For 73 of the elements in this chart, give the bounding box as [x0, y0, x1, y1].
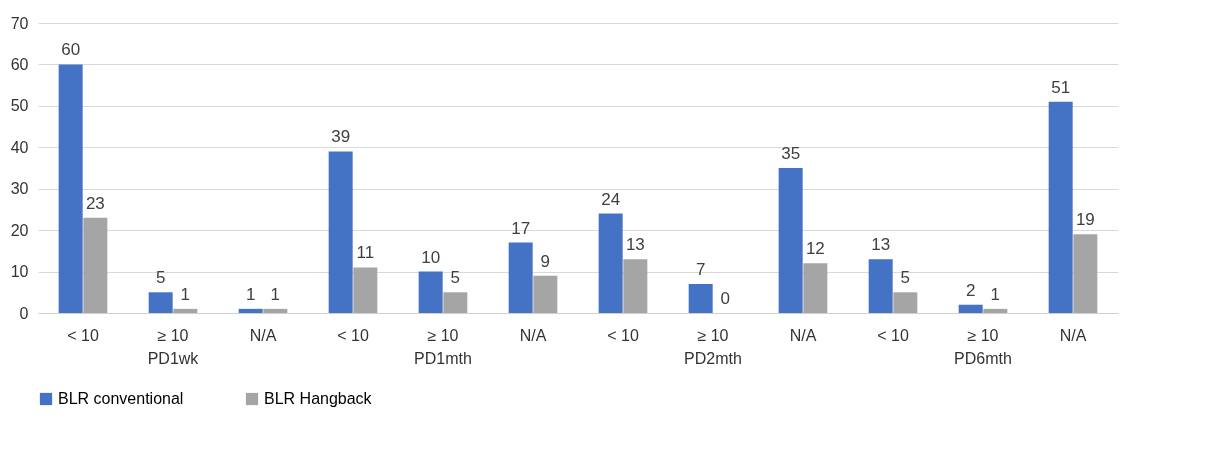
x-tick-label: N/A — [249, 326, 277, 344]
x-tick-label: ≥ 10 — [967, 326, 999, 344]
bar — [1048, 101, 1073, 313]
x-tick-label: ≥ 10 — [697, 326, 729, 344]
text: PD6mth — [954, 350, 1012, 367]
x-tick-label: < 10 — [877, 326, 909, 344]
bar — [508, 242, 533, 313]
x-tick-label: ≥ 10 — [427, 326, 459, 344]
legend-label: BLR Hangback — [264, 390, 373, 407]
x-tick-label: < 10 — [607, 326, 639, 344]
data-label: 5 — [155, 268, 166, 288]
data-label: 11 — [356, 243, 375, 263]
data-label: 5 — [450, 268, 461, 288]
data-label: 1 — [270, 284, 281, 304]
bar — [418, 271, 443, 313]
y-tick-label: 10 — [10, 263, 29, 281]
x-tick-label: < 10 — [67, 326, 99, 344]
data-label: 23 — [85, 193, 105, 213]
data-label: 19 — [1075, 210, 1095, 230]
x-tick-label: N/A — [519, 326, 547, 344]
bar — [778, 168, 803, 313]
x-tick-label: < 10 — [337, 326, 369, 344]
y-tick-label: 40 — [10, 138, 29, 156]
bar — [173, 308, 198, 313]
y-tick-label: 0 — [19, 304, 29, 322]
bar — [623, 259, 648, 313]
bar — [238, 308, 263, 313]
data-label: 13 — [871, 235, 891, 255]
bar — [148, 292, 173, 313]
bar — [263, 308, 288, 313]
data-label: 39 — [331, 127, 351, 147]
data-label: 2 — [965, 280, 976, 300]
data-label: 9 — [540, 251, 551, 271]
data-label: 35 — [781, 144, 801, 163]
bar — [328, 151, 353, 313]
y-tick-label: 60 — [10, 55, 29, 73]
bar — [958, 304, 983, 313]
data-label: 24 — [601, 189, 621, 209]
data-label: 1 — [245, 284, 256, 304]
bar — [598, 213, 623, 313]
text: PD1mth — [414, 350, 472, 367]
bar — [803, 263, 828, 313]
bar — [353, 267, 378, 313]
data-label: 51 — [1051, 77, 1071, 97]
bar — [868, 259, 893, 313]
y-tick-label: 20 — [10, 221, 29, 239]
bar — [83, 217, 108, 313]
y-tick-label: 50 — [10, 97, 29, 115]
data-label: 5 — [900, 268, 911, 288]
bar — [688, 284, 713, 313]
data-label: 7 — [695, 260, 706, 279]
bar — [893, 292, 918, 313]
legend-label: BLR conventional — [58, 390, 184, 407]
y-tick-label: 30 — [10, 180, 29, 198]
data-label: 60 — [61, 40, 81, 60]
text: PD1wk — [147, 350, 200, 367]
data-label: 10 — [421, 247, 441, 267]
bar — [58, 64, 83, 313]
data-label: 12 — [805, 239, 825, 259]
bar — [1073, 234, 1098, 313]
x-tick-label: ≥ 10 — [157, 326, 189, 344]
bar — [443, 292, 468, 313]
x-tick-label: N/A — [789, 326, 817, 344]
y-tick-label: 70 — [10, 14, 29, 32]
data-label: 17 — [511, 218, 531, 238]
bar — [533, 275, 558, 313]
data-label: 0 — [720, 289, 731, 308]
data-label: 13 — [625, 235, 645, 255]
text: PD2mth — [684, 350, 742, 367]
data-label: 1 — [990, 284, 1001, 304]
x-tick-label: N/A — [1059, 326, 1087, 344]
data-label: 1 — [180, 284, 191, 304]
bar — [983, 308, 1008, 313]
